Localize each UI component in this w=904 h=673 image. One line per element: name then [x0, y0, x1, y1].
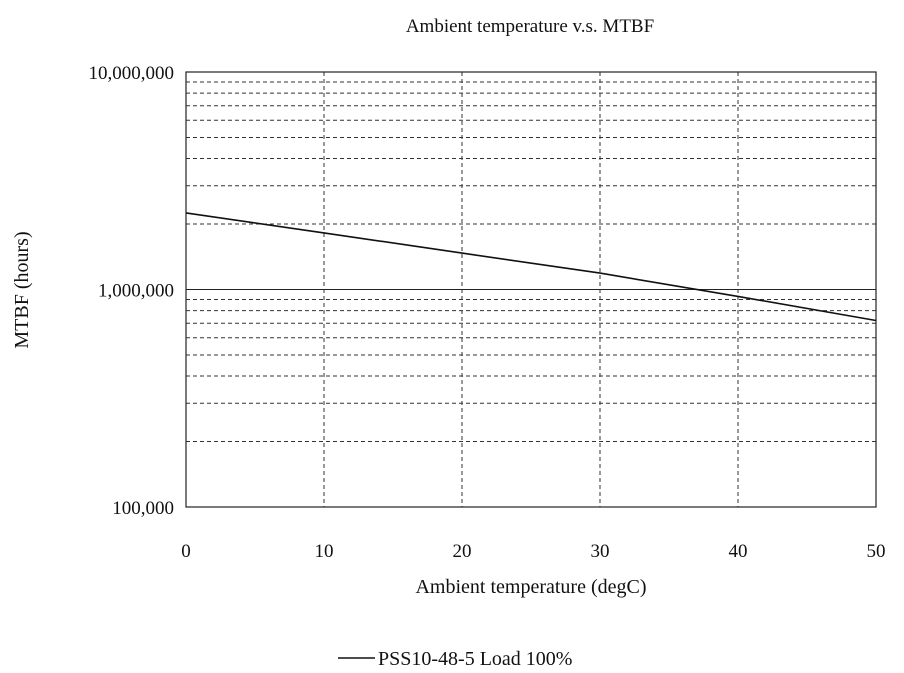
- y-tick-labels: 100,000 1,000,000 10,000,000: [89, 63, 175, 519]
- x-tick-label: 50: [867, 541, 886, 562]
- y-axis-label: MTBF (hours): [11, 231, 33, 348]
- y-tick-label: 10,000,000: [89, 63, 175, 84]
- x-tick-label: 10: [315, 541, 334, 562]
- y-tick-label: 1,000,000: [98, 281, 174, 302]
- y-tick-label: 100,000: [112, 498, 174, 519]
- x-tick-label: 40: [729, 541, 748, 562]
- plot-area-border: [185, 71, 877, 508]
- legend: PSS10-48-5 Load 100%: [338, 648, 572, 670]
- series-line: [185, 212, 877, 322]
- x-tick-label: 20: [453, 541, 472, 562]
- x-tick-labels: 0 10 20 30 40 50: [181, 541, 885, 562]
- x-tick-label: 0: [181, 541, 191, 562]
- x-tick-label: 30: [591, 541, 610, 562]
- series-layer: [185, 212, 877, 322]
- chart-title: Ambient temperature v.s. MTBF: [406, 16, 654, 37]
- grid-lines: [185, 71, 877, 508]
- x-axis-label: Ambient temperature (degC): [415, 576, 646, 598]
- legend-label: PSS10-48-5 Load 100%: [378, 648, 572, 668]
